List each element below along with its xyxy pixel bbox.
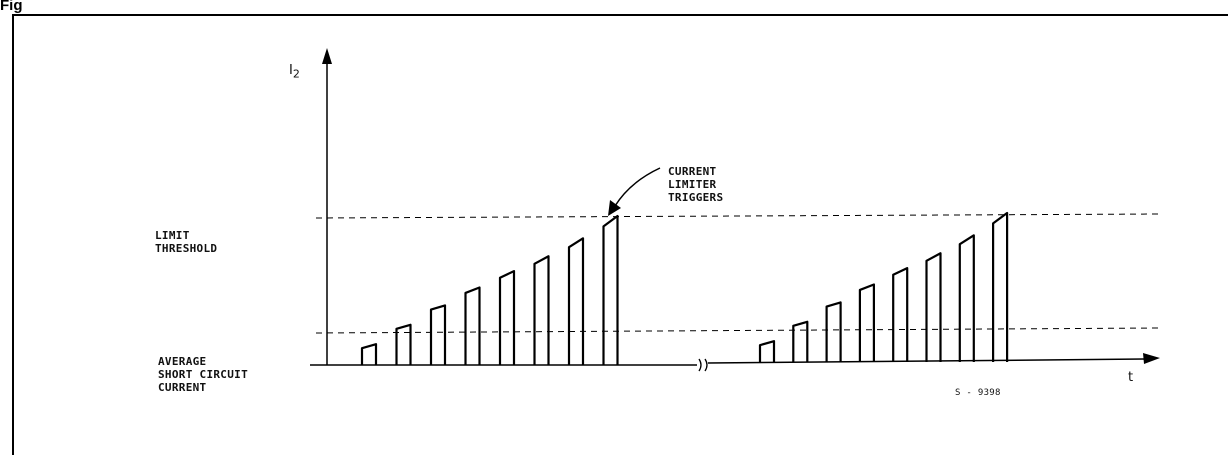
pulse-train-2: [758, 211, 1009, 362]
trigger-arrowhead: [608, 200, 621, 216]
x-axis-arrow: [1143, 353, 1160, 364]
x-axis-line-right: [707, 358, 1149, 364]
axis-break-icon: [698, 358, 708, 372]
average-current-line: [315, 327, 1161, 334]
pulse-train-1: [360, 214, 619, 365]
trigger-label: CURRENT LIMITER TRIGGERS: [668, 165, 724, 204]
x-axis-label: t: [1128, 370, 1134, 385]
figure-frame: [12, 14, 1228, 455]
y-axis-label: I2: [289, 63, 300, 81]
y-axis-arrow: [322, 48, 332, 64]
limit-threshold-label: LIMIT THRESHOLD: [155, 229, 218, 255]
limit-threshold-line: [315, 213, 1161, 219]
average-current-label: AVERAGE SHORT CIRCUIT CURRENT: [158, 355, 248, 394]
figure-code: S - 9398: [955, 388, 1001, 398]
figure-label: Fig: [0, 0, 23, 14]
trigger-arrow-line: [614, 167, 661, 207]
